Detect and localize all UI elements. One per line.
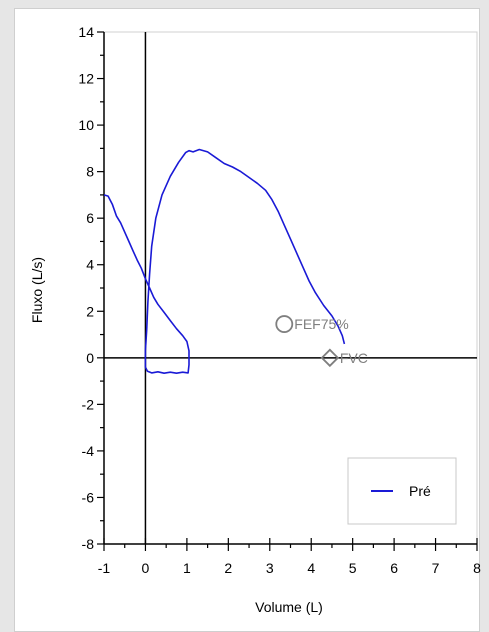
- series-line-pre: [103, 148, 346, 374]
- fvc-marker: [320, 348, 340, 368]
- x-tick-label: 5: [349, 560, 357, 576]
- y-tick-label: 2: [86, 303, 94, 319]
- x-tick-label: 7: [432, 560, 440, 576]
- y-tick-label: 8: [86, 164, 94, 180]
- y-tick-label: 6: [86, 210, 94, 226]
- chart-panel: [14, 8, 480, 632]
- fef75-label: FEF75%: [294, 316, 348, 332]
- y-axis-title: Fluxo (L/s): [29, 257, 45, 323]
- x-tick-label: -1: [98, 560, 111, 576]
- x-tick-label: 8: [473, 560, 481, 576]
- fef75-marker: [275, 315, 294, 333]
- x-axis-title: Volume (L): [255, 599, 323, 615]
- x-tick-label: 6: [390, 560, 398, 576]
- x-tick-label: 4: [307, 560, 315, 576]
- fvc-label: FVC: [340, 350, 368, 366]
- y-tick-label: 12: [78, 71, 94, 87]
- x-tick-label: 2: [224, 560, 232, 576]
- legend: Pré: [347, 457, 457, 525]
- legend-box: [347, 457, 457, 525]
- y-tick-label: 14: [78, 24, 94, 40]
- y-tick-label: 10: [78, 117, 94, 133]
- x-tick-label: 1: [183, 560, 191, 576]
- y-tick-label: -8: [82, 536, 95, 552]
- y-tick-label: 4: [86, 257, 94, 273]
- y-tick-label: -2: [82, 396, 95, 412]
- y-tick-label: 0: [86, 350, 94, 366]
- x-tick-label: 0: [142, 560, 150, 576]
- legend-label: Pré: [409, 483, 431, 499]
- y-tick-label: -6: [82, 489, 95, 505]
- x-tick-label: 3: [266, 560, 274, 576]
- y-tick-label: -4: [82, 443, 95, 459]
